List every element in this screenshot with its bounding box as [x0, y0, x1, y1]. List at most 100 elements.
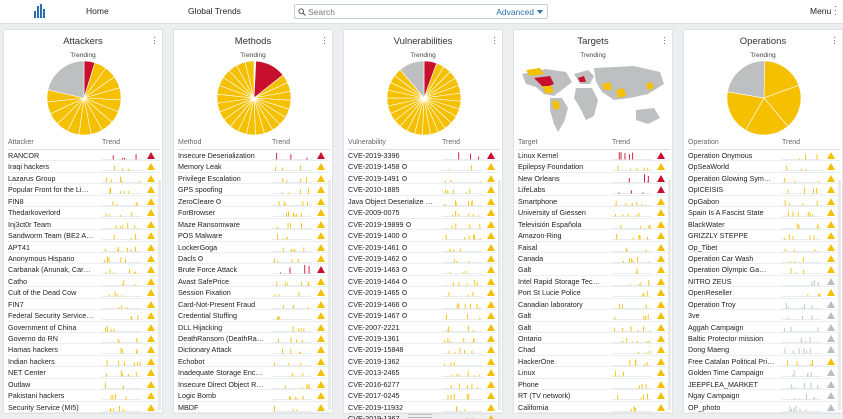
list-item[interactable]: Privilege Escalation: [178, 173, 330, 185]
list-item[interactable]: RT (TV network): [518, 390, 670, 402]
list-item[interactable]: Session Fixation: [178, 287, 330, 299]
list-item[interactable]: NET Center: [8, 367, 160, 379]
item-label[interactable]: CVE-2017-0245: [348, 391, 400, 401]
list-item[interactable]: Outlaw: [8, 379, 160, 391]
list-item[interactable]: Galt: [518, 264, 670, 276]
item-label[interactable]: Thedarkoverlord: [8, 208, 61, 218]
item-label[interactable]: Epilepsy Foundation: [518, 162, 584, 172]
list-item[interactable]: CVE-2019-1464: [348, 276, 500, 288]
list-item[interactable]: New Orleans: [518, 173, 670, 185]
item-label[interactable]: DLL Hijacking: [178, 322, 223, 332]
item-label[interactable]: Security Service (MI5): [8, 402, 79, 412]
item-label[interactable]: Dong Maeng: [688, 345, 730, 355]
list-item[interactable]: Catho: [8, 276, 160, 288]
list-item[interactable]: Pakistani hackers: [8, 390, 160, 402]
item-label[interactable]: Operation Glowing Sym…: [688, 173, 772, 183]
list-item[interactable]: Televisión Española: [518, 219, 670, 231]
item-label[interactable]: ForBrowser: [178, 208, 216, 218]
item-label[interactable]: CVE-2019-1463: [348, 264, 436, 275]
item-label[interactable]: CVE-2019-1362: [348, 356, 400, 366]
list-item[interactable]: CVE-2019-1465: [348, 287, 500, 299]
scrollbar[interactable]: [668, 180, 671, 410]
item-label[interactable]: Java Object Deserialize …: [348, 196, 433, 206]
list-item[interactable]: LockerGoga: [178, 242, 330, 253]
item-label[interactable]: Faisal: [518, 242, 538, 252]
item-label[interactable]: RT (TV network): [518, 391, 571, 401]
list-item[interactable]: GRIZZLY STEPPE: [688, 230, 840, 242]
list-item[interactable]: CVE-2019-1491: [348, 173, 500, 185]
list-item[interactable]: Avast SafePrice: [178, 276, 330, 288]
list-item[interactable]: Dacls: [178, 253, 330, 265]
item-label[interactable]: Indian hackers: [8, 356, 55, 366]
list-item[interactable]: Chad: [518, 344, 670, 356]
list-item[interactable]: Ontario: [518, 333, 670, 345]
item-label[interactable]: Sandworm Team (BE2 A…: [8, 231, 94, 241]
list-item[interactable]: Operation Car Wash: [688, 253, 840, 265]
column-header-name[interactable]: Attacker: [8, 139, 34, 146]
item-label[interactable]: RANCOR: [8, 151, 40, 160]
item-label[interactable]: Logic Bomb: [178, 391, 216, 401]
list-item[interactable]: Hamas hackers: [8, 344, 160, 356]
item-label[interactable]: GPS spoofing: [178, 185, 223, 195]
item-label[interactable]: California: [518, 402, 549, 412]
column-header-trend[interactable]: Trend: [612, 139, 631, 146]
item-label[interactable]: New Orleans: [518, 173, 560, 183]
item-label[interactable]: CVE-2019-1464: [348, 276, 436, 287]
item-label[interactable]: Operation Troy: [688, 299, 736, 309]
trending-pie-chart[interactable]: [344, 60, 504, 136]
item-label[interactable]: 3ve: [688, 311, 700, 321]
panel-options-icon[interactable]: · · ·: [493, 32, 496, 48]
list-item[interactable]: Ngay Campaign: [688, 390, 840, 402]
list-item[interactable]: Popular Front for the Li…: [8, 184, 160, 196]
nav-global-trends[interactable]: Global Trends: [188, 6, 241, 16]
item-label[interactable]: CVE-2019-1467: [348, 310, 436, 321]
list-item[interactable]: Dictionary Attack: [178, 344, 330, 356]
item-label[interactable]: HackerOne: [518, 356, 555, 366]
trending-pie-chart[interactable]: [174, 60, 334, 136]
list-item[interactable]: CVE-2017-0245: [348, 390, 500, 402]
item-label[interactable]: Op_Tibet: [688, 242, 718, 252]
list-item[interactable]: Galt: [518, 310, 670, 322]
item-label[interactable]: POS Malware: [178, 231, 223, 241]
trending-pie-chart[interactable]: [684, 60, 843, 136]
item-label[interactable]: Intel Rapid Storage Tec…: [518, 276, 600, 286]
list-item[interactable]: RANCOR: [8, 150, 160, 162]
list-item[interactable]: LifeLabs: [518, 184, 670, 196]
item-label[interactable]: LifeLabs: [518, 185, 546, 195]
search-box[interactable]: Search Advanced: [294, 4, 548, 19]
item-label[interactable]: Aggah Campaign: [688, 322, 744, 332]
item-label[interactable]: Credential Stuffing: [178, 311, 238, 321]
app-logo-icon[interactable]: [33, 4, 47, 20]
list-item[interactable]: Operation Glowing Sym…: [688, 173, 840, 185]
item-label[interactable]: CVE-2019-1491: [348, 173, 436, 184]
list-item[interactable]: CVE-2019-1361: [348, 333, 500, 345]
item-label[interactable]: Spain Is A Fascist State: [688, 208, 764, 218]
list-item[interactable]: Inadequate Storage Enc…: [178, 367, 330, 379]
item-label[interactable]: Ontario: [518, 334, 542, 343]
item-label[interactable]: Hamas hackers: [8, 345, 58, 355]
item-label[interactable]: OpSeaWorld: [688, 162, 730, 172]
item-label[interactable]: Ngay Campaign: [688, 391, 740, 401]
list-item[interactable]: Security Service (MI5): [8, 402, 160, 414]
list-item[interactable]: Phone: [518, 379, 670, 391]
list-item[interactable]: CVE-2009-0075: [348, 207, 500, 219]
item-label[interactable]: Insecure Direct Object R…: [178, 379, 264, 389]
item-label[interactable]: Government of China: [8, 322, 77, 332]
item-label[interactable]: Governo do RN: [8, 334, 58, 343]
list-item[interactable]: Logic Bomb: [178, 390, 330, 402]
item-label[interactable]: Operation Car Wash: [688, 253, 754, 263]
list-item[interactable]: POS Malware: [178, 230, 330, 242]
item-label[interactable]: Chad: [518, 345, 536, 355]
trending-pie-chart[interactable]: [4, 60, 164, 136]
list-item[interactable]: Maze Ransomware: [178, 219, 330, 231]
list-item[interactable]: Iraqi hackers: [8, 161, 160, 173]
item-label[interactable]: Outlaw: [8, 379, 31, 389]
list-item[interactable]: Brute Force Attack: [178, 264, 330, 276]
scrollbar[interactable]: [328, 180, 331, 410]
list-item[interactable]: Anonymous Hispano: [8, 253, 160, 265]
list-item[interactable]: California: [518, 402, 670, 414]
item-label[interactable]: OP_photo: [688, 402, 721, 412]
list-item[interactable]: Canadian laboratory: [518, 299, 670, 311]
item-label[interactable]: ZeroCleare: [178, 196, 266, 207]
item-label[interactable]: Canada: [518, 253, 544, 263]
